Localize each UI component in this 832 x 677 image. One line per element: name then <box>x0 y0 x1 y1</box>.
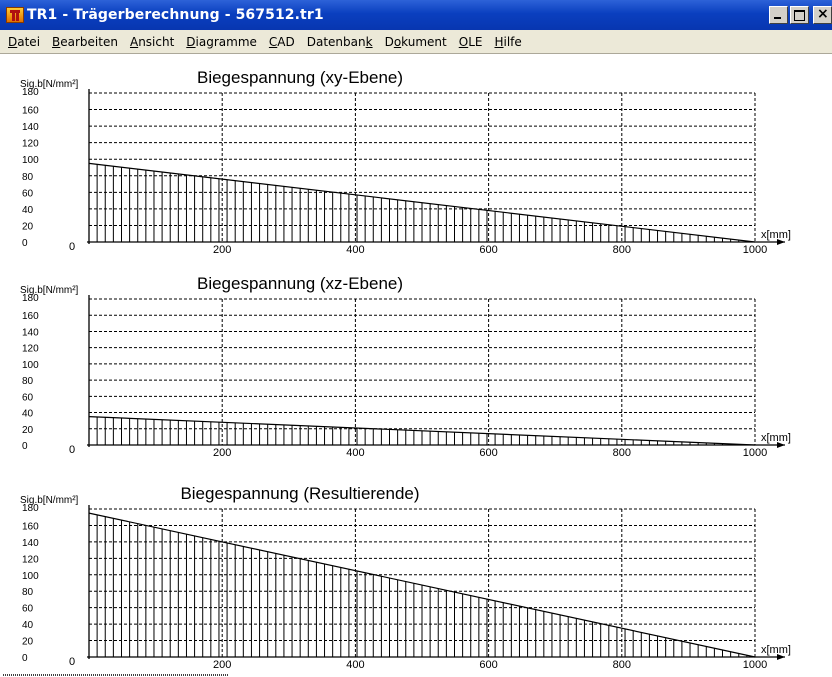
y-tick-label: 180 <box>22 503 39 514</box>
y-tick-label: 100 <box>22 360 39 371</box>
x-tick-label: 600 <box>479 659 497 671</box>
x-tick-label: 400 <box>346 447 364 459</box>
x-tick-label: 800 <box>613 659 631 671</box>
y-tick-label: 60 <box>22 392 34 403</box>
x-axis-arrow <box>777 239 785 245</box>
x-tick-label: 200 <box>213 244 231 256</box>
menu-datei[interactable]: Datei <box>8 34 41 49</box>
x-axis-arrow <box>777 654 785 660</box>
y-tick-label: 140 <box>22 122 39 133</box>
y-tick-label: 160 <box>22 521 39 532</box>
stress-curve <box>88 416 756 446</box>
chart-2: Biegespannung (xz-Ebene) Sig.b[N/mm²] 0 20 4… <box>20 274 791 459</box>
x-tick-label: 800 <box>613 447 631 459</box>
y-tick-label: 140 <box>22 538 39 549</box>
x-tick-label: 200 <box>213 659 231 671</box>
y-tick-label: 120 <box>22 554 39 565</box>
y-tick-label: 180 <box>22 293 39 304</box>
x-origin-label: 0 <box>69 444 75 456</box>
close-icon: × <box>817 6 829 22</box>
y-tick-label: 100 <box>22 155 39 166</box>
stress-curve <box>88 512 756 658</box>
y-axis-label: Sig.b[N/mm²] <box>20 285 79 296</box>
chart-title: Biegespannung (xz-Ebene) <box>197 274 403 293</box>
y-tick-label: 80 <box>22 376 34 387</box>
y-tick-label: 0 <box>22 441 28 452</box>
y-axis-label: Sig.b[N/mm²] <box>20 495 79 506</box>
y-tick-label: 120 <box>22 344 39 355</box>
x-tick-label: 200 <box>213 447 231 459</box>
title-bar[interactable]: TR1 - Trägerberechnung - 567512.tr1 × <box>0 0 832 30</box>
y-tick-label: 0 <box>22 653 28 664</box>
y-tick-label: 60 <box>22 604 34 615</box>
x-axis-arrow <box>777 442 785 448</box>
x-tick-label: 600 <box>479 447 497 459</box>
menu-datenbank[interactable]: Datenbank <box>306 34 373 49</box>
y-tick-label: 40 <box>22 205 34 216</box>
y-axis-label: Sig.b[N/mm²] <box>20 79 79 90</box>
y-tick-label: 140 <box>22 327 39 338</box>
y-tick-label: 20 <box>22 425 34 436</box>
y-tick-label: 20 <box>22 221 34 232</box>
y-tick-label: 80 <box>22 587 34 598</box>
x-axis-label: x[mm] <box>761 432 791 444</box>
maximize-button[interactable] <box>790 6 809 24</box>
x-origin-label: 0 <box>69 241 75 253</box>
menu-cad[interactable]: CAD <box>268 34 295 49</box>
menu-bearbeiten[interactable]: Bearbeiten <box>52 34 118 49</box>
menu-hilfe[interactable]: Hilfe <box>494 34 522 49</box>
x-tick-label: 800 <box>613 244 631 256</box>
menu-diagramme[interactable]: Diagramme <box>186 34 257 49</box>
x-origin-label: 0 <box>69 656 75 668</box>
chart-title: Biegespannung (Resultierende) <box>180 484 419 503</box>
y-tick-label: 80 <box>22 172 34 183</box>
y-tick-label: 180 <box>22 87 39 98</box>
y-tick-label: 160 <box>22 106 39 117</box>
y-tick-label: 0 <box>22 238 28 249</box>
x-tick-label: 1000 <box>743 659 767 671</box>
x-tick-label: 1000 <box>743 244 767 256</box>
window-title: TR1 - Trägerberechnung - 567512.tr1 <box>27 7 324 23</box>
chart-3: Biegespannung (Resultierende) Sig.b[N/mm²… <box>20 484 791 671</box>
x-tick-label: 400 <box>346 244 364 256</box>
menu-ole[interactable]: OLE <box>458 34 483 49</box>
diagram-area: Biegespannung (xy-Ebene) Sig.b[N/mm²] 0 20 4… <box>0 55 832 677</box>
y-tick-label: 40 <box>22 620 34 631</box>
stress-diagrams: Biegespannung (xy-Ebene) Sig.b[N/mm²] 0 20 4… <box>3 68 791 676</box>
x-tick-label: 1000 <box>743 447 767 459</box>
y-tick-label: 120 <box>22 139 39 150</box>
chart-title: Biegespannung (xy-Ebene) <box>197 68 403 87</box>
x-tick-label: 600 <box>479 244 497 256</box>
y-tick-label: 100 <box>22 571 39 582</box>
close-button[interactable]: × <box>813 6 832 24</box>
y-tick-label: 40 <box>22 409 34 420</box>
y-tick-label: 160 <box>22 311 39 322</box>
minimize-button[interactable] <box>769 6 788 24</box>
menu-ansicht[interactable]: Ansicht <box>129 34 175 49</box>
x-tick-label: 400 <box>346 659 364 671</box>
x-axis-label: x[mm] <box>761 229 791 241</box>
x-axis-label: x[mm] <box>761 644 791 656</box>
app-icon[interactable] <box>6 7 24 23</box>
menu-bar: Datei Bearbeiten Ansicht Diagramme CAD D… <box>0 30 832 54</box>
menu-dokument[interactable]: Dokument <box>384 34 447 49</box>
stress-curve <box>88 162 756 243</box>
chart-1: Biegespannung (xy-Ebene) Sig.b[N/mm²] 0 20 4… <box>20 68 791 256</box>
y-tick-label: 60 <box>22 188 34 199</box>
window-controls: × <box>769 6 832 24</box>
y-tick-label: 20 <box>22 637 34 648</box>
